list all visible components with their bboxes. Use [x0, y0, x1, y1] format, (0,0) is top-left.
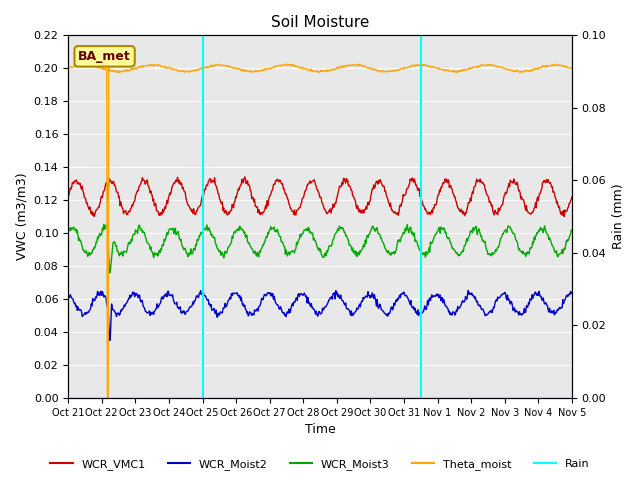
- X-axis label: Time: Time: [305, 423, 335, 436]
- Title: Soil Moisture: Soil Moisture: [271, 15, 369, 30]
- Y-axis label: VWC (m3/m3): VWC (m3/m3): [15, 173, 28, 261]
- Text: BA_met: BA_met: [78, 50, 131, 63]
- Legend: WCR_VMC1, WCR_Moist2, WCR_Moist3, Theta_moist, Rain: WCR_VMC1, WCR_Moist2, WCR_Moist3, Theta_…: [46, 455, 594, 474]
- Y-axis label: Rain (mm): Rain (mm): [612, 184, 625, 250]
